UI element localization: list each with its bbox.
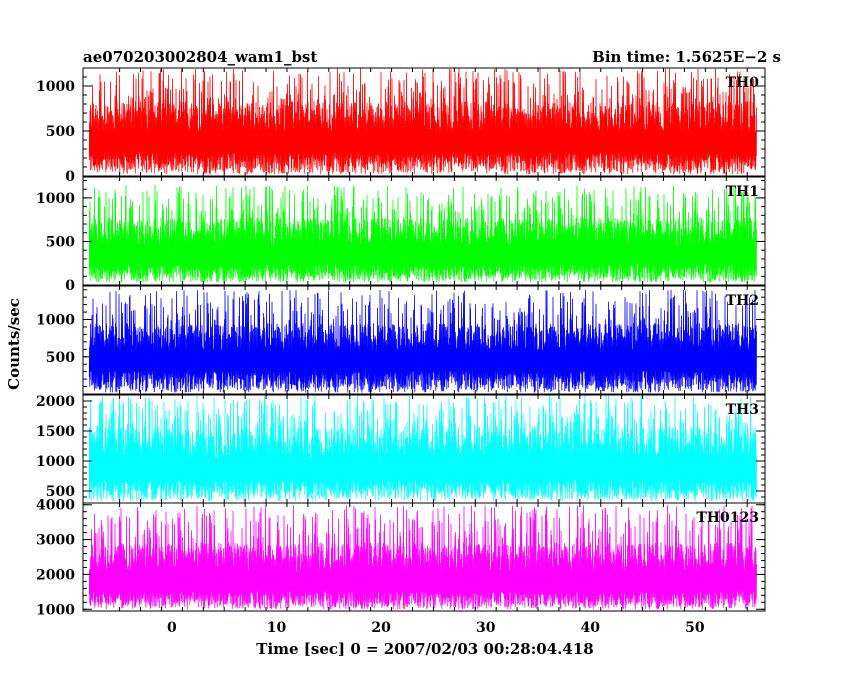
x-tick-label: 0 [167, 620, 177, 636]
x-tick-label: 50 [685, 620, 705, 636]
y-tick-label: 1500 [36, 424, 75, 440]
panel-th1: 0 500 1000 TH1 [36, 176, 766, 294]
x-tick-label: 20 [371, 620, 391, 636]
series-line-th1 [88, 184, 757, 283]
y-tick-label: 500 [46, 234, 75, 250]
series-line-th2 [88, 289, 757, 393]
series-line-th0123 [88, 505, 757, 610]
y-axis-label: Counts/sec [5, 298, 23, 390]
series-label-th2: TH2 [726, 293, 759, 309]
series-line-th3 [88, 395, 757, 502]
x-tick-label: 40 [581, 620, 601, 636]
panel-th0123: 1000 2000 3000 4000 TH0123 [36, 498, 766, 618]
y-tick-label: 500 [46, 124, 75, 140]
bin-time-label: Bin time: 1.5625E−2 s [592, 48, 781, 66]
panel-frame [82, 285, 766, 395]
panel-th3: 500 1000 1500 2000 TH3 [36, 394, 766, 504]
y-tick-label: 2000 [36, 567, 75, 583]
y-tick-label: 1000 [36, 191, 75, 207]
x-axis-label: Time [sec] 0 = 2007/02/03 00:28:04.418 [256, 640, 593, 658]
y-tick-label: 1000 [36, 454, 75, 470]
y-tick-label: 1000 [36, 79, 75, 95]
y-tick-label: 500 [46, 350, 75, 366]
y-tick-label: 0 [65, 278, 75, 294]
chart-title: ae070203002804_wam1_bst [83, 48, 317, 66]
y-tick-label: 3000 [36, 533, 75, 549]
y-tick-label: 1000 [36, 602, 75, 618]
x-tick-label: 30 [476, 620, 496, 636]
series-label-th3: TH3 [726, 402, 759, 418]
series-label-th0123: TH0123 [696, 510, 759, 526]
y-tick-label: 500 [46, 484, 75, 500]
y-tick-label: 0 [65, 169, 75, 185]
panel-th2: 500 1000 TH2 [36, 285, 766, 395]
x-tick-label: 10 [267, 620, 287, 636]
series-label-th1: TH1 [726, 184, 759, 200]
panel-frame [82, 176, 766, 286]
y-tick-label: 2000 [36, 394, 75, 410]
x-axis: 0 10 20 30 40 50 [167, 620, 705, 636]
y-tick-label: 1000 [36, 313, 75, 329]
panel-frame [82, 502, 766, 612]
series-line-th0 [88, 68, 757, 175]
panel-th0: 0 500 1000 TH0 [36, 67, 766, 185]
y-tick-label: 4000 [36, 498, 75, 514]
series-label-th0: TH0 [726, 75, 760, 91]
